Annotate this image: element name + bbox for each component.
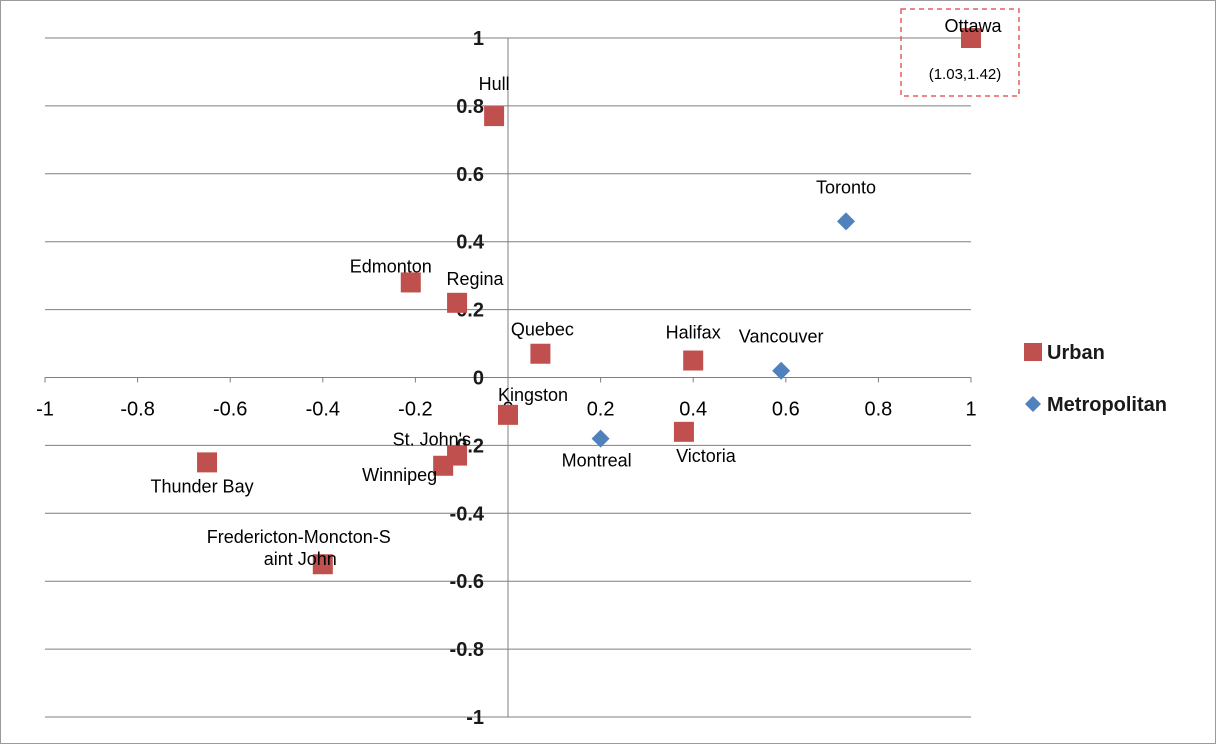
point-label: Ottawa <box>944 16 1002 36</box>
point-label: Fredericton-Moncton-S <box>207 527 391 547</box>
data-point-urban <box>498 404 518 425</box>
point-label: Thunder Bay <box>151 476 254 496</box>
y-tick-label: 0.8 <box>456 96 484 118</box>
point-label: Toronto <box>816 177 876 197</box>
data-point-urban <box>197 452 218 473</box>
legend-label: Metropolitan <box>1047 394 1167 416</box>
point-label: Kingston <box>498 385 568 405</box>
x-tick-label: -0.2 <box>398 399 432 421</box>
data-point-metropolitan <box>772 361 791 380</box>
y-tick-label: -0.6 <box>450 571 484 593</box>
point-label: Winnipeg <box>362 465 437 485</box>
y-tick-label: -1 <box>466 707 484 729</box>
point-label: St. John's <box>393 430 471 450</box>
y-tick-label: -0.4 <box>450 503 485 525</box>
point-label: aint John <box>264 549 337 569</box>
y-tick-label: 1 <box>473 28 484 50</box>
legend-label: Urban <box>1047 342 1105 364</box>
data-point-urban <box>400 272 421 293</box>
x-tick-label: -1 <box>36 399 54 421</box>
data-point-urban <box>683 350 704 371</box>
y-tick-label: -0.8 <box>450 639 484 661</box>
legend-marker-urban <box>1024 343 1042 361</box>
annotation-box <box>900 8 1020 97</box>
point-label: Edmonton <box>350 256 432 276</box>
point-label: Victoria <box>676 446 737 466</box>
data-point-urban <box>673 421 694 442</box>
annotation-text: (1.03,1.42) <box>929 66 1002 83</box>
x-tick-label: 0.2 <box>587 399 615 421</box>
y-tick-label: 0.6 <box>456 164 484 186</box>
x-tick-label: 0.8 <box>864 399 892 421</box>
point-label: Montreal <box>562 451 632 471</box>
data-point-urban <box>484 106 505 127</box>
data-point-urban <box>312 554 333 575</box>
x-tick-label: 0.6 <box>772 399 800 421</box>
data-point-metropolitan <box>591 429 610 448</box>
data-point-metropolitan <box>836 212 855 231</box>
point-label: Regina <box>447 269 505 289</box>
x-tick-label: 1 <box>965 399 976 421</box>
x-tick-label: 0.4 <box>679 399 707 421</box>
point-label: Halifax <box>666 323 721 343</box>
y-tick-label: 0.4 <box>456 232 485 254</box>
legend-marker-metropolitan <box>1025 396 1041 412</box>
data-point-urban <box>433 455 454 476</box>
data-point-urban <box>530 343 551 364</box>
point-label: Vancouver <box>739 327 824 347</box>
data-point-urban <box>961 28 981 48</box>
x-tick-label: -0.4 <box>306 399 340 421</box>
point-label: Quebec <box>511 320 574 340</box>
x-tick-label: -0.6 <box>213 399 247 421</box>
data-point-urban <box>447 292 468 313</box>
x-tick-label: -0.8 <box>120 399 154 421</box>
y-tick-label: 0 <box>473 368 484 390</box>
point-label: Hull <box>479 74 510 94</box>
